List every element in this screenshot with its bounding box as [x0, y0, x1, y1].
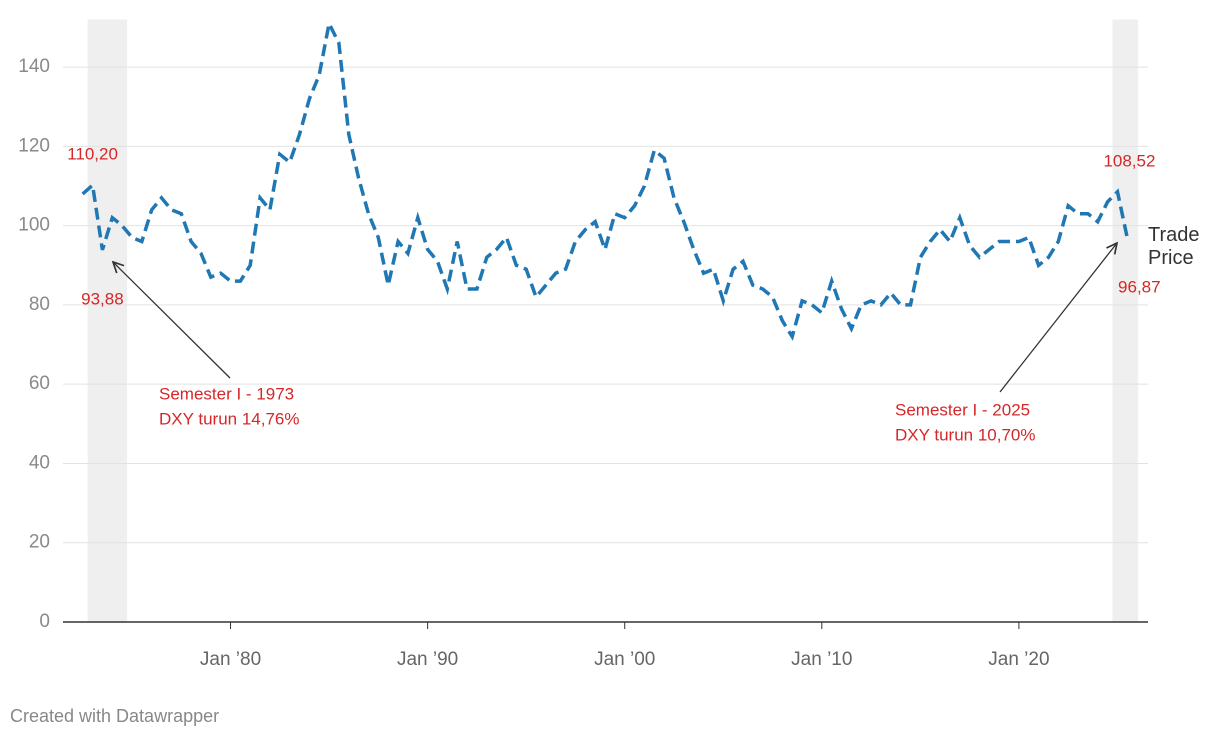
y-tick-label: 0: [39, 611, 50, 632]
y-tick-label: 80: [29, 294, 50, 315]
data-label: 108,52: [1103, 151, 1155, 170]
y-tick-label: 40: [29, 452, 50, 473]
annotation: DXY turun 14,76%: [159, 409, 300, 428]
footer: Created with Datawrapper: [10, 706, 220, 726]
series-label: Trade Price: [1148, 224, 1200, 269]
annotation: Semester I - 2025: [895, 400, 1030, 419]
y-tick-label: 20: [29, 532, 50, 553]
highlight-band: [87, 19, 128, 622]
y-tick-label: 100: [18, 215, 50, 236]
annotation: Semester I - 1973: [159, 384, 294, 403]
x-tick-label: Jan ’90: [397, 649, 458, 670]
line: [81, 18, 1130, 341]
annotation-arrow: [113, 262, 231, 379]
data-label: 96,87: [1118, 278, 1161, 297]
annotation-arrow: [999, 243, 1117, 393]
y-tick-label: 120: [18, 135, 50, 156]
y-tick-label: 140: [18, 56, 50, 77]
data-label: 93,88: [81, 289, 124, 308]
x-tick-label: Jan ’80: [200, 649, 261, 670]
highlight-band: [1112, 19, 1139, 622]
y-tick-label: 60: [29, 373, 50, 394]
x-tick-label: Jan ’10: [791, 649, 852, 670]
x-tick-label: Jan ’20: [988, 649, 1049, 670]
x-tick-label: Jan ’00: [594, 649, 655, 670]
annotation: DXY turun 10,70%: [895, 425, 1036, 444]
data-label: 110,20: [67, 145, 118, 164]
